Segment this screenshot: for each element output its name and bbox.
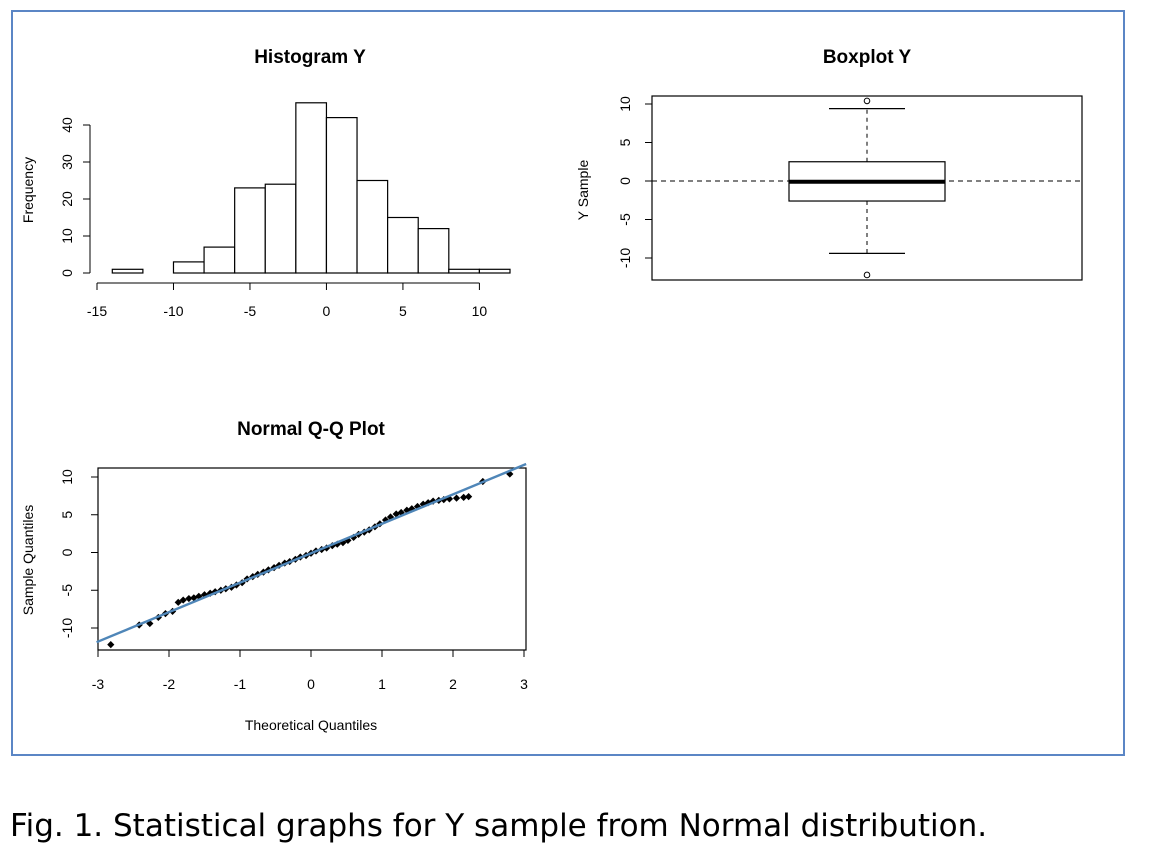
qq-points bbox=[107, 470, 514, 649]
histogram-bar bbox=[111, 268, 144, 274]
qq-chart: Normal Q-Q Plot Sample Quantiles Theoret… bbox=[20, 419, 528, 733]
qq-point bbox=[465, 493, 473, 501]
histogram-y-tick-label: 10 bbox=[59, 228, 75, 244]
qq-point bbox=[381, 516, 390, 524]
qq-x-axis: -3 -2 -1 0 1 2 3 bbox=[92, 649, 528, 692]
qq-point bbox=[107, 641, 115, 649]
qq-x-tick-label: -2 bbox=[163, 676, 176, 692]
qq-line bbox=[96, 462, 527, 644]
qq-y-tick-label: -10 bbox=[59, 618, 75, 638]
qq-point bbox=[403, 506, 411, 514]
histogram-bars bbox=[111, 102, 511, 274]
qq-point bbox=[452, 494, 461, 502]
histogram-bar bbox=[172, 261, 205, 274]
histogram-bar bbox=[356, 179, 389, 274]
qq-point bbox=[386, 513, 395, 521]
boxplot-chart: Boxplot Y Y Sample -10 -5 0 5 10 bbox=[575, 47, 1083, 281]
boxplot-outlier bbox=[863, 97, 871, 105]
histogram-chart: Histogram Y Frequency -15 -10 -5 0 5 10 0 10 20… bbox=[20, 47, 511, 319]
qq-point bbox=[445, 495, 454, 503]
histogram-y-tick-label: 0 bbox=[59, 269, 75, 277]
qq-x-tick-label: 3 bbox=[520, 676, 528, 692]
qq-ylabel: Sample Quantiles bbox=[20, 505, 36, 616]
boxplot-y-tick-label: -10 bbox=[617, 248, 633, 268]
figure-frame bbox=[11, 10, 1125, 756]
qq-point bbox=[195, 592, 203, 600]
boxplot-y-tick-label: 10 bbox=[617, 96, 633, 112]
histogram-bar bbox=[417, 228, 450, 274]
boxplot-elements bbox=[652, 97, 1082, 279]
histogram-bar bbox=[478, 268, 511, 274]
qq-xlabel: Theoretical Quantiles bbox=[245, 717, 377, 733]
histogram-bar bbox=[203, 246, 236, 274]
histogram-x-tick-label: -15 bbox=[87, 303, 107, 319]
qq-x-tick-label: -1 bbox=[234, 676, 247, 692]
histogram-bar bbox=[295, 102, 328, 274]
qq-point bbox=[174, 598, 182, 606]
qq-point bbox=[397, 508, 405, 517]
qq-point bbox=[506, 470, 514, 478]
histogram-y-tick-label: 30 bbox=[59, 154, 75, 170]
qq-y-tick-label: -5 bbox=[59, 584, 75, 597]
boxplot-ylabel: Y Sample bbox=[575, 160, 591, 221]
qq-point bbox=[179, 596, 187, 604]
boxplot-y-tick-label: 0 bbox=[617, 177, 633, 185]
histogram-bar bbox=[234, 187, 266, 274]
qq-x-tick-label: 2 bbox=[449, 676, 457, 692]
qq-x-tick-label: -3 bbox=[92, 676, 105, 692]
histogram-x-tick-label: 5 bbox=[399, 303, 407, 319]
boxplot-y-tick-label: -5 bbox=[617, 213, 633, 226]
histogram-ylabel: Frequency bbox=[20, 157, 36, 223]
histogram-y-axis: 0 10 20 30 40 bbox=[59, 117, 91, 277]
qq-point bbox=[339, 539, 347, 547]
boxplot-title: Boxplot Y bbox=[823, 47, 912, 68]
qq-point bbox=[460, 493, 468, 501]
boxplot-outlier bbox=[863, 271, 871, 279]
qq-point bbox=[350, 533, 358, 541]
qq-y-tick-label: 10 bbox=[59, 469, 75, 485]
qq-y-tick-label: 0 bbox=[59, 548, 75, 556]
histogram-title: Histogram Y bbox=[254, 47, 366, 68]
qq-y-axis: -10 -5 0 5 10 bbox=[59, 469, 99, 638]
qq-y-tick-label: 5 bbox=[59, 511, 75, 519]
histogram-bar bbox=[264, 183, 297, 274]
histogram-x-tick-label: -5 bbox=[244, 303, 257, 319]
qq-x-tick-label: 0 bbox=[307, 676, 315, 692]
histogram-y-tick-label: 20 bbox=[59, 191, 75, 207]
qq-point bbox=[344, 536, 352, 545]
qq-point bbox=[185, 594, 193, 603]
histogram-x-tick-label: 0 bbox=[323, 303, 331, 319]
boxplot-y-tick-label: 5 bbox=[617, 138, 633, 146]
plots-canvas: Histogram Y Frequency -15 -10 -5 0 5 10 01020… bbox=[20, 47, 1083, 733]
histogram-x-tick-label: -10 bbox=[163, 303, 183, 319]
histogram-x-tick-label: 10 bbox=[472, 303, 488, 319]
qq-title: Normal Q-Q Plot bbox=[237, 419, 385, 440]
histogram-x-axis: -15 -10 -5 0 5 10 bbox=[87, 282, 488, 319]
qq-point bbox=[440, 496, 448, 504]
histogram-bar bbox=[325, 116, 358, 274]
histogram-bar bbox=[387, 216, 419, 274]
qq-x-tick-label: 1 bbox=[378, 676, 386, 692]
qq-point bbox=[333, 540, 341, 548]
histogram-y-tick-label: 40 bbox=[59, 117, 75, 133]
qq-reference-line bbox=[96, 462, 527, 644]
histogram-bar bbox=[448, 268, 481, 274]
figure-caption: Fig. 1. Statistical graphs for Y sample … bbox=[10, 808, 988, 844]
boxplot-y-axis: -10 -5 0 5 10 bbox=[617, 96, 653, 268]
qq-plot-area bbox=[97, 467, 527, 651]
qq-point bbox=[424, 499, 432, 507]
